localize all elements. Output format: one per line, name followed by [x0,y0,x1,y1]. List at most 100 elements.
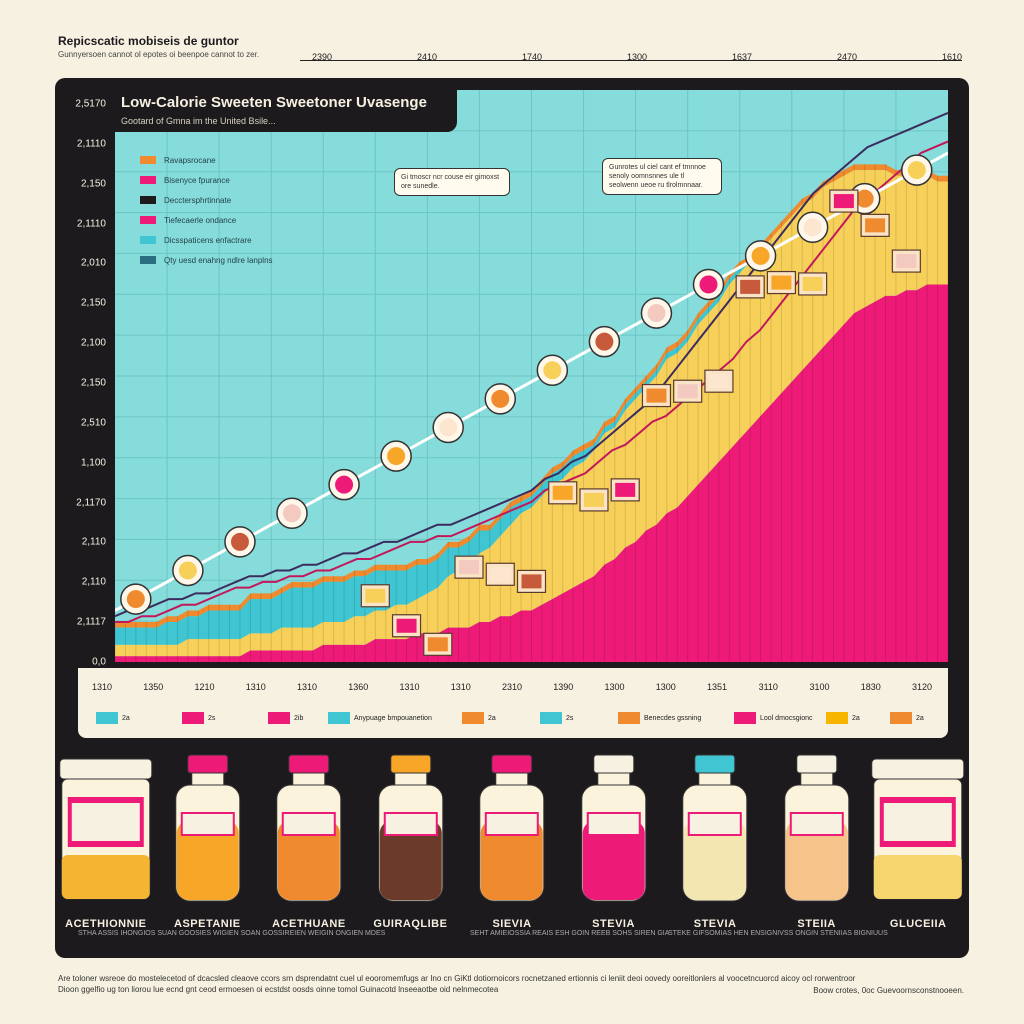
legend-label: Decctersphrtinnate [164,195,232,205]
tub-label-inner [884,803,953,841]
bottle-fill [684,821,747,900]
area-chart [115,90,948,662]
y-tick-label: 2,010 [80,257,106,269]
bottom-legend-item: Lool dmocsgionc [734,712,813,724]
bottle-fill [379,821,442,900]
bottle-cap [491,754,533,774]
x-tick-label: 1360 [348,682,369,692]
top-ruler [300,38,962,61]
product-label: STEVIA [693,918,737,930]
bottom-legend: 2a 2s 2ib Anypuage bmpouanetion 2a 2s Benecdes… [78,712,948,734]
legend-swatch [540,712,562,724]
food-tile-fill [490,567,511,582]
legend-label: Benecdes gssning [644,714,702,722]
food-icon [595,332,614,351]
product-label: GLUCEIIA [889,918,947,930]
product-stevia: STEVIA [664,745,766,958]
legend-swatch [618,712,640,724]
trend-line [115,111,948,618]
x-tick-label: 1351 [706,682,728,692]
legend-label: Anypuage bmpouanetion [354,714,432,722]
callout-1: Gi tmoscr ncr couse eir gimoxst ore sune… [394,168,510,197]
plot-area [115,90,948,662]
y-tick-label: 2,1110 [76,218,106,230]
legend-swatch [462,712,484,724]
legend-swatch [140,216,156,224]
food-icon [126,590,145,609]
food-icon [283,504,302,523]
legend-item: Decctersphrtinnate [140,190,273,210]
bar-stripes [115,164,948,662]
product-steiia: STEIIA [766,745,868,958]
x-tick-label: 1830 [860,682,881,692]
bottom-legend-item: 2a [96,712,130,724]
product-aspetanie: ASPETANIE [157,745,259,958]
chart-title-box: Low-Calorie Sweeten Sweetoner Uvasenge G… [115,90,457,132]
footer-text: Are toloner wsreoe do mostelecetod of dc… [58,973,964,995]
x-tick-label: 1210 [194,682,215,692]
top-tick-label: 1637 [731,52,753,62]
food-tile-fill [896,254,917,269]
y-tick-label: 2,1110 [76,138,106,150]
bottle-label [586,812,641,836]
food-tile-fill [396,618,417,633]
x-axis-panel: 1310 1350 1210 1310 1310 1360 1310 1310 2310 1390… [78,668,948,738]
y-tick-label: 2,510 [80,417,106,429]
x-tick-label: 1310 [245,682,266,692]
y-tick-label: 2,5170 [75,98,106,110]
bottle-fill [785,821,848,900]
x-tick-label: 1350 [143,682,164,692]
food-tile-fill [427,637,448,652]
bottom-legend-item: 2a [462,712,496,724]
y-tick-label: 2,150 [80,297,106,309]
legend-label: Lool dmocsgionc [760,714,813,722]
bottle-icon [377,754,443,902]
bottle-label [789,812,844,836]
legend-item: Bisenyce fpurance [140,170,273,190]
tub-fill [61,855,150,899]
page-subtitle: Gunnyersoen cannot ol epotes oi beenpoe … [58,50,260,59]
bottle-icon [174,754,240,902]
bottle-cap [694,754,736,774]
x-tick-label: 3110 [758,682,778,692]
product-label: STEVIA [592,918,635,930]
bottle-icon [682,754,748,902]
y-tick-label: 0,0 [92,656,106,668]
trend-line [115,140,948,623]
legend-label: Qty uesd enahng ndlre lanplns [164,255,273,265]
legend-swatch [140,256,156,264]
product-stevia: STEVIA [563,745,665,958]
bottom-legend-item: Benecdes gssning [618,712,701,724]
y-tick-label: 2,110 [81,536,106,548]
food-tile-fill [771,275,792,290]
x-tick-label: 1310 [399,682,420,692]
chart-subtitle: Gootard of Gmna im the United Bsile... [121,116,276,126]
bottle-label [688,812,743,836]
caption-1: STHA ASSIS IHONGIOS SUAN GOOSIES WIGIEN … [78,930,386,937]
x-tick-label: 1310 [91,682,113,692]
tub-fill [874,855,963,899]
bottle-icon [276,754,342,902]
bottle-fill [480,821,543,900]
food-icon [647,304,666,323]
legend-label: 2a [122,714,130,722]
top-tick-label: 1740 [521,52,543,62]
bottle-label [281,812,336,836]
bottom-legend-item: Anypuage bmpouanetion [328,712,432,724]
top-tick-label: 2410 [416,52,438,62]
x-tick-label: 1310 [296,682,318,692]
legend-swatch [96,712,118,724]
legend-label: 2a [916,714,924,722]
food-tile-fill [865,218,886,233]
legend-label: 2ib [294,714,304,722]
product-row: ACETHIONNIE ASPETANIE ACETHUANE GUIRAQLIBE S… [55,745,969,958]
food-tile-fill [708,374,729,389]
food-tile-fill [677,384,698,399]
tub-icon [59,758,153,900]
food-tile-fill [365,588,386,603]
legend-label: 2a [852,714,860,722]
product-label: ACETHUANE [272,918,346,930]
footer-line-2: Dioon ggelfio ug ton liorou lue ecnd gnt… [58,985,499,995]
product-label: ACETHIONNIE [65,918,147,930]
caption-3: STEKE GIFSOMIAS HEN ENSIGNIVSS ONGIN STE… [668,930,888,937]
